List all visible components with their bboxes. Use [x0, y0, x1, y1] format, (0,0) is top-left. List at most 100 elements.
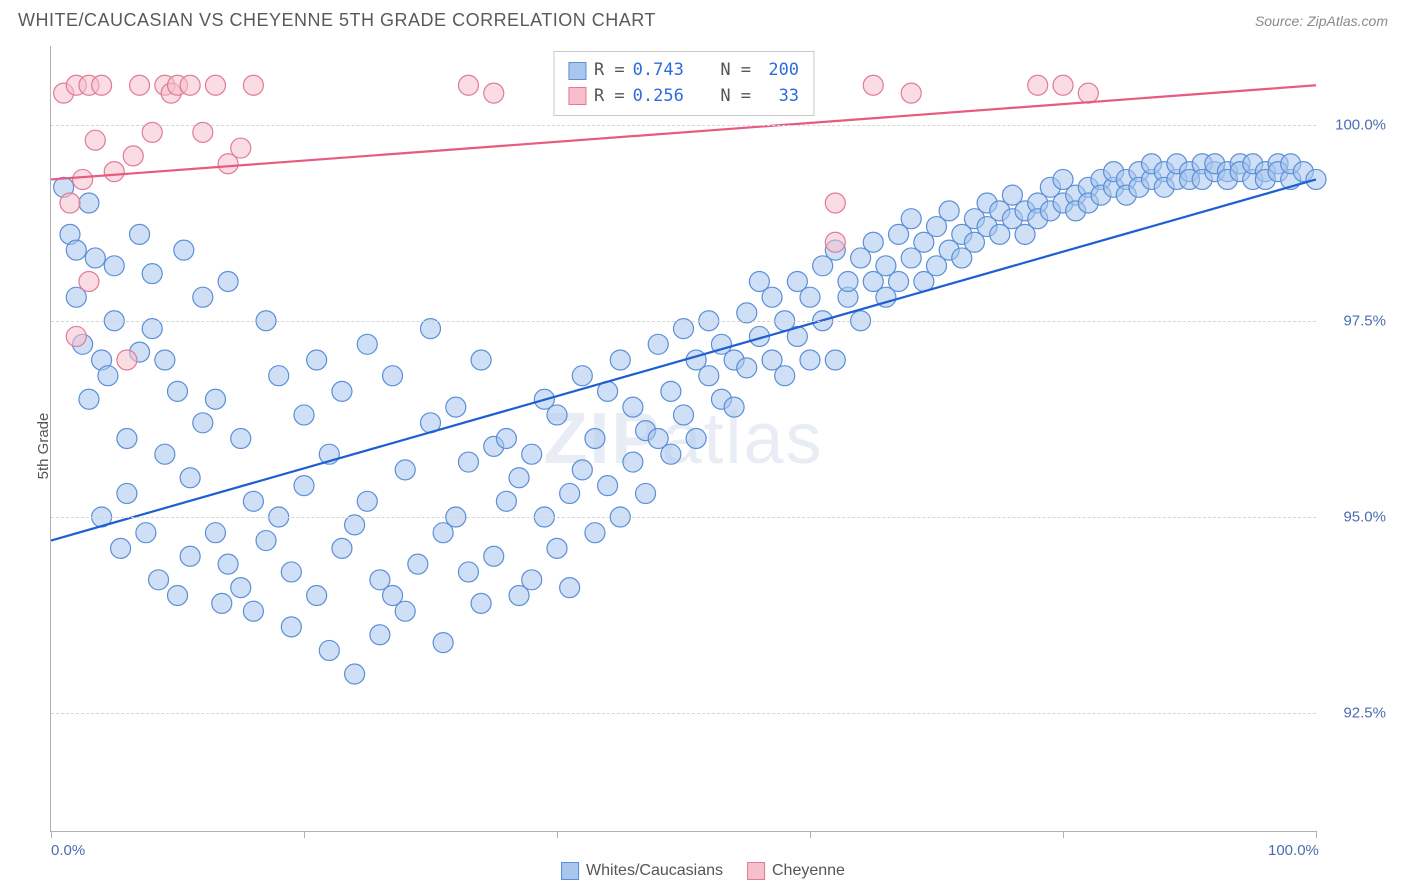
data-point — [522, 570, 542, 590]
x-tick-mark — [557, 831, 558, 838]
legend-swatch — [561, 862, 579, 880]
data-point — [496, 491, 516, 511]
data-point — [800, 350, 820, 370]
data-point — [636, 483, 656, 503]
data-point — [901, 209, 921, 229]
data-point — [345, 664, 365, 684]
data-point — [484, 546, 504, 566]
data-point — [205, 389, 225, 409]
data-point — [458, 562, 478, 582]
data-point — [825, 350, 845, 370]
data-point — [269, 366, 289, 386]
data-point — [775, 366, 795, 386]
data-point — [939, 201, 959, 221]
data-point — [218, 272, 238, 292]
data-point — [471, 350, 491, 370]
trend-line — [51, 179, 1316, 540]
data-point — [92, 75, 112, 95]
data-point — [395, 460, 415, 480]
data-point — [522, 444, 542, 464]
data-point — [383, 366, 403, 386]
data-point — [661, 444, 681, 464]
data-point — [863, 232, 883, 252]
gridline — [51, 125, 1316, 126]
data-point — [674, 405, 694, 425]
data-point — [79, 193, 99, 213]
data-point — [294, 476, 314, 496]
bottom-legend: Whites/Caucasians Cheyenne — [561, 862, 845, 880]
data-point — [1028, 75, 1048, 95]
data-point — [180, 75, 200, 95]
data-point — [560, 578, 580, 598]
stat-r-value: 0.743 — [633, 58, 684, 84]
data-point — [496, 429, 516, 449]
data-point — [104, 162, 124, 182]
chart-title: WHITE/CAUCASIAN VS CHEYENNE 5TH GRADE CO… — [18, 10, 656, 31]
x-tick-mark — [304, 831, 305, 838]
data-point — [547, 538, 567, 558]
data-point — [585, 429, 605, 449]
data-point — [294, 405, 314, 425]
data-point — [547, 405, 567, 425]
data-point — [623, 452, 643, 472]
stats-row: R =0.256 N =33 — [568, 84, 799, 110]
data-point — [155, 444, 175, 464]
data-point — [370, 625, 390, 645]
data-point — [458, 452, 478, 472]
stat-r-value: 0.256 — [633, 84, 684, 110]
data-point — [180, 468, 200, 488]
legend-item: Whites/Caucasians — [561, 862, 723, 880]
data-point — [484, 83, 504, 103]
data-point — [231, 138, 251, 158]
data-point — [73, 169, 93, 189]
stat-r-label: R = — [594, 58, 625, 84]
series-swatch — [568, 62, 586, 80]
data-point — [319, 640, 339, 660]
x-tick-label: 100.0% — [1268, 842, 1319, 859]
y-tick-label: 92.5% — [1343, 705, 1386, 722]
data-point — [79, 389, 99, 409]
x-tick-mark — [1316, 831, 1317, 838]
data-point — [307, 350, 327, 370]
data-point — [1078, 83, 1098, 103]
data-point — [281, 562, 301, 582]
data-point — [98, 366, 118, 386]
data-point — [231, 429, 251, 449]
data-point — [104, 256, 124, 276]
stat-n-value: 33 — [759, 84, 799, 110]
data-point — [85, 130, 105, 150]
data-point — [117, 350, 137, 370]
data-point — [243, 491, 263, 511]
data-point — [168, 586, 188, 606]
data-point — [243, 601, 263, 621]
data-point — [686, 429, 706, 449]
data-point — [123, 146, 143, 166]
data-point — [357, 334, 377, 354]
data-point — [572, 460, 592, 480]
data-point — [66, 240, 86, 260]
chart-plot-area: ZIPatlas R =0.743 N =200R =0.256 N =33 9… — [50, 46, 1316, 832]
data-point — [598, 476, 618, 496]
series-swatch — [568, 87, 586, 105]
data-point — [231, 578, 251, 598]
y-tick-label: 97.5% — [1343, 312, 1386, 329]
legend-item: Cheyenne — [747, 862, 845, 880]
data-point — [256, 531, 276, 551]
data-point — [218, 554, 238, 574]
data-point — [509, 468, 529, 488]
legend-swatch — [747, 862, 765, 880]
data-point — [149, 570, 169, 590]
data-point — [446, 397, 466, 417]
stat-n-value: 200 — [759, 58, 799, 84]
source-label: Source: ZipAtlas.com — [1255, 13, 1388, 29]
data-point — [212, 593, 232, 613]
y-tick-label: 100.0% — [1335, 116, 1386, 133]
data-point — [395, 601, 415, 621]
data-point — [1053, 75, 1073, 95]
data-point — [357, 491, 377, 511]
data-point — [458, 75, 478, 95]
stat-n-label: N = — [720, 58, 751, 84]
stat-r-label: R = — [594, 84, 625, 110]
data-point — [724, 397, 744, 417]
data-point — [889, 272, 909, 292]
